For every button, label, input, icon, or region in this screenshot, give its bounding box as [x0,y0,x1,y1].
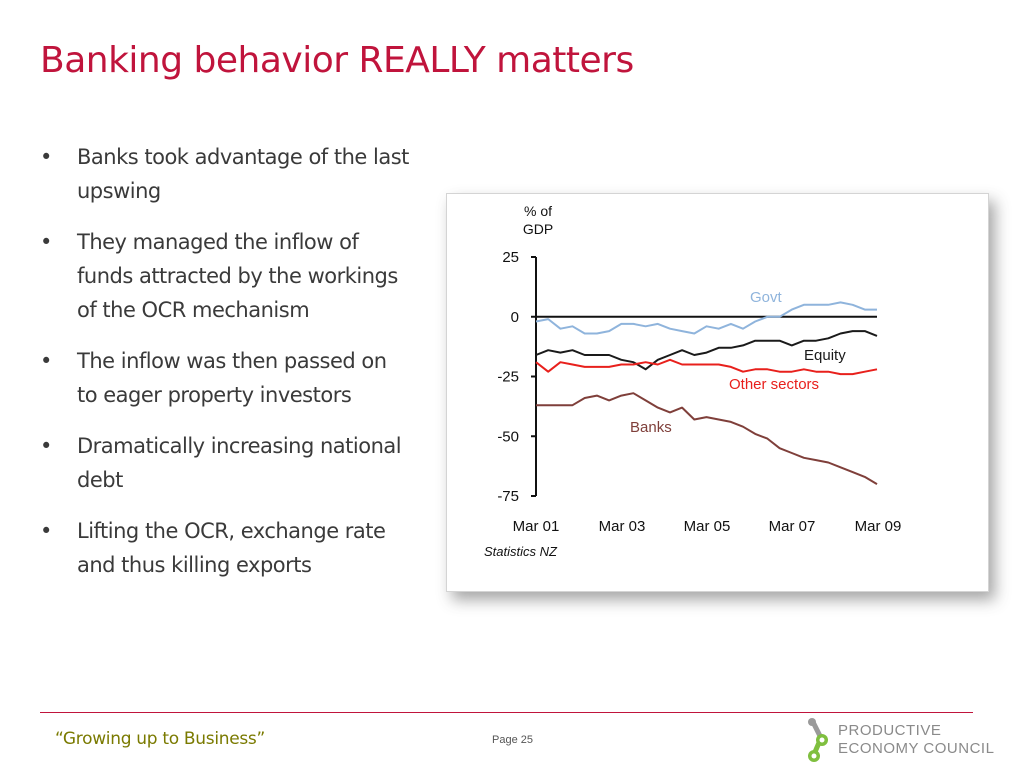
y-axis-label: % of [524,203,552,219]
x-tick-label: Mar 07 [769,518,816,535]
y-tick-label: 25 [502,249,519,266]
series-line-other-sectors [535,358,878,376]
bullet-text: The inflow was then passed on to eager p… [77,349,387,407]
series-line-govt [535,301,877,335]
bullet-text: Banks took advantage of the last upswing [77,145,409,203]
productive-economy-council-logo: PRODUCTIVE ECONOMY COUNCIL [800,716,1000,764]
x-tick-label: Mar 03 [599,518,646,535]
page-number: Page 25 [492,734,533,746]
bullet-item: • Dramatically increasing national debt [40,429,410,497]
logo-line-1: PRODUCTIVE [838,722,942,739]
series-line-banks [536,392,878,485]
bullet-dot: • [40,349,52,373]
logo-icon [808,718,828,762]
logo-text: PRODUCTIVE ECONOMY COUNCIL [838,722,994,758]
series-label-govt: Govt [750,289,783,306]
bullet-dot: • [40,145,52,169]
bullet-dot: • [40,434,52,458]
series-label-banks: Banks [630,419,672,436]
bullet-item: • They managed the inflow of funds attrac… [40,225,410,327]
y-tick-label: 0 [511,309,519,326]
bullet-dot: • [40,230,52,254]
source-note: Statistics NZ [484,544,558,559]
y-tick-label: -50 [497,428,519,445]
y-tick-label: -25 [497,369,519,386]
y-axis-label: GDP [523,221,553,237]
bullet-item: • Lifting the OCR, exchange rate and thus… [40,514,410,582]
series-line-equity [535,330,878,371]
series-label-other-sectors: Other sectors [729,376,819,393]
bullet-list: • Banks took advantage of the last upswin… [40,140,410,599]
bullet-dot: • [40,519,52,543]
logo-line-2: ECONOMY COUNCIL [838,740,995,757]
series-label-equity: Equity [804,347,846,364]
chart-card: % of GDP 25 0 -25 -50 -75 Mar 01 Mar 03 Mar 05 Mar… [446,193,989,592]
y-tick-label: -75 [497,488,519,505]
x-tick-label: Mar 01 [513,518,560,535]
footer-divider [40,712,973,713]
bullet-text: Lifting the OCR, exchange rate and thus … [77,519,386,577]
x-tick-label: Mar 09 [855,518,902,535]
bullet-text: They managed the inflow of funds attract… [77,230,398,322]
bullet-text: Dramatically increasing national debt [77,434,402,492]
slide-title: Banking behavior REALLY matters [40,40,634,81]
bullet-item: • The inflow was then passed on to eager … [40,344,410,412]
x-tick-label: Mar 05 [684,518,731,535]
bullet-item: • Banks took advantage of the last upswin… [40,140,410,208]
footer-tagline: “Growing up to Business” [55,729,265,749]
